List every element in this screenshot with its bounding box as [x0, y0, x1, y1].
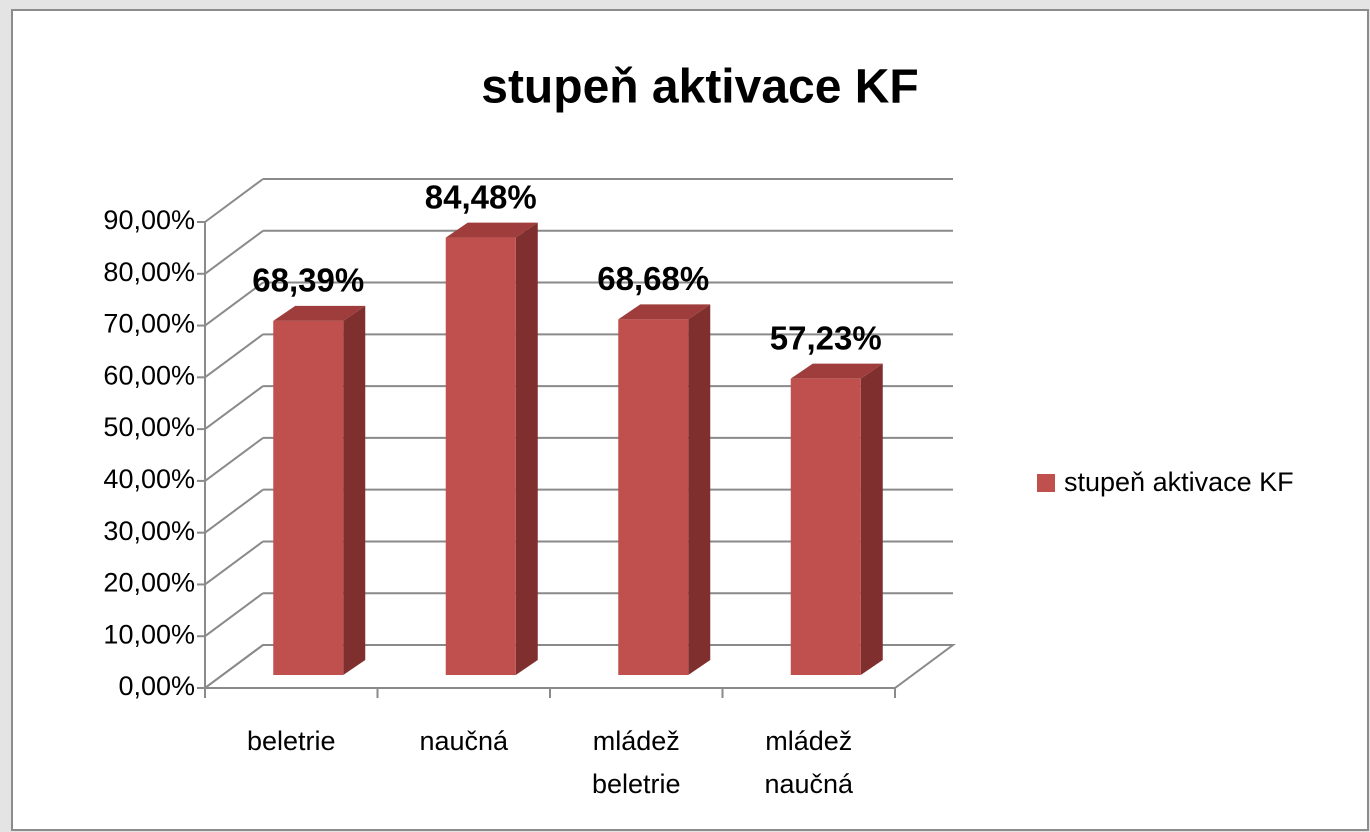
side-grid-line: [204, 540, 264, 586]
side-grid-line: [204, 333, 264, 379]
bar-side: [688, 304, 711, 675]
bar: [618, 319, 689, 675]
data-label: 68,39%: [252, 262, 364, 299]
bar: [445, 237, 516, 675]
chart-title: stupeň aktivace KF: [481, 61, 918, 114]
bar-top: [618, 304, 711, 320]
bar-side: [860, 363, 883, 675]
y-tick-label: 50,00%: [103, 412, 195, 442]
x-tick-label: naučná: [419, 726, 509, 756]
y-tick-label: 40,00%: [103, 464, 195, 494]
bar-side: [515, 222, 538, 675]
y-tick-label: 80,00%: [103, 257, 195, 287]
bar-top: [273, 305, 366, 321]
side-grid-line: [204, 488, 264, 534]
y-tick-label: 70,00%: [103, 309, 195, 339]
y-tick-label: 10,00%: [103, 619, 195, 649]
side-grid-line: [204, 281, 264, 327]
y-tick-label: 30,00%: [103, 516, 195, 546]
bar: [790, 378, 861, 675]
data-label: 57,23%: [770, 319, 882, 356]
x-tick-label: mládež beletrie: [591, 726, 681, 799]
y-tick-label: 90,00%: [103, 205, 195, 235]
legend-label: stupeň aktivace KF: [1064, 467, 1294, 497]
side-grid-line: [204, 592, 264, 638]
x-tick-label: beletrie: [246, 726, 336, 756]
y-tick-label: 0,00%: [118, 671, 195, 701]
bar-top: [790, 363, 883, 379]
side-grid-line: [204, 385, 264, 430]
data-label: 84,48%: [425, 178, 537, 215]
side-grid-line: [204, 229, 264, 275]
data-label: 68,68%: [597, 260, 709, 297]
y-tick-label: 20,00%: [103, 568, 195, 598]
side-grid-line: [204, 178, 264, 223]
y-tick-label: 60,00%: [103, 360, 195, 390]
bar: [273, 320, 344, 675]
side-grid-line: [204, 437, 264, 482]
bar-top: [445, 222, 538, 238]
x-tick-label: mládež naučná: [764, 726, 854, 799]
legend-swatch: [1037, 474, 1055, 492]
side-grid-line: [204, 644, 264, 689]
bar-side: [343, 305, 366, 675]
